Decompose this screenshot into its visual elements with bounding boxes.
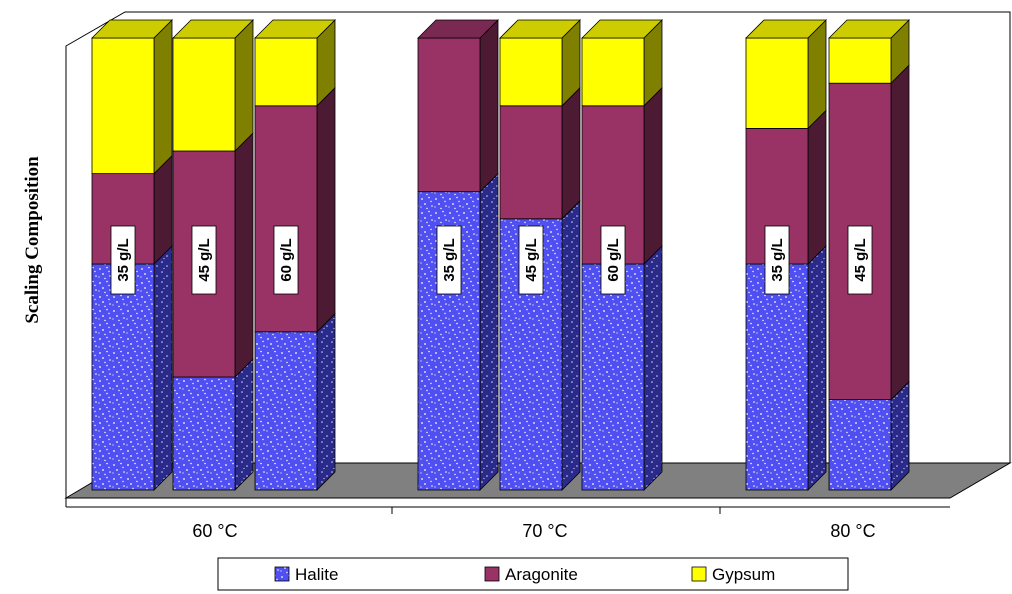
bar-70C-45: 45 g/L — [499, 19, 581, 491]
y-axis-label: Scaling Composition — [22, 156, 43, 324]
bar-top-gypsum — [254, 19, 336, 39]
bar-segment-halite-side — [643, 245, 663, 491]
bar-segment-aragonite-side — [153, 154, 173, 265]
bar-segment-aragonite-side — [316, 86, 336, 333]
bar-segment-gypsum-side — [234, 19, 254, 152]
legend-swatch-aragonite — [484, 566, 500, 582]
bar-segment-halite-side — [561, 199, 581, 491]
bar-segment-halite — [172, 376, 236, 491]
bar-segment-gypsum — [581, 37, 645, 107]
bar-segment-gypsum — [172, 37, 236, 152]
bar-segment-gypsum — [254, 37, 318, 107]
bar-segment-halite-side — [153, 245, 173, 491]
bar-top-gypsum — [745, 19, 827, 39]
bar-label: 60 g/L — [605, 238, 622, 281]
x-tick-label-80: 80 °C — [830, 521, 875, 541]
bar-top-gypsum — [91, 19, 173, 39]
bar-segment-halite-side — [890, 380, 910, 491]
bar-60C-60: 60 g/L — [254, 19, 336, 491]
bar-top-gypsum — [499, 19, 581, 39]
legend-label-aragonite: Aragonite — [505, 565, 578, 584]
bar-segment-aragonite-side — [807, 109, 827, 265]
bar-label: 35 g/L — [769, 238, 786, 281]
bar-label: 60 g/L — [278, 238, 295, 281]
bar-60C-35: 35 g/L — [91, 19, 173, 491]
bar-segment-aragonite — [499, 105, 563, 220]
bar-segment-halite-side — [479, 172, 499, 491]
bar-segment-aragonite — [254, 105, 318, 333]
bar-label: 45 g/L — [523, 238, 540, 281]
legend: Halite Aragonite Gypsum — [217, 557, 849, 591]
bar-label-box — [600, 225, 626, 295]
legend-label-gypsum: Gypsum — [712, 565, 775, 584]
bar-segment-halite-side — [234, 358, 254, 491]
bar-segment-halite-side — [807, 245, 827, 491]
bar-60C-45: 45 g/L — [172, 19, 254, 491]
bar-label-box — [436, 225, 462, 295]
bar-segment-gypsum — [91, 37, 155, 175]
bar-segment-aragonite-side — [234, 132, 254, 378]
bar-segment-halite — [581, 263, 645, 491]
bar-label: 35 g/L — [115, 238, 132, 281]
bar-segment-halite-side — [316, 312, 336, 491]
bar-label-box — [191, 225, 217, 295]
bar-label-box — [110, 225, 136, 295]
bar-segment-gypsum — [499, 37, 563, 107]
bar-segment-gypsum — [745, 37, 809, 129]
bar-top-aragonite — [417, 19, 499, 39]
bar-top-gypsum — [581, 19, 663, 39]
legend-swatch-gypsum — [691, 566, 707, 582]
bar-segment-halite — [254, 331, 318, 491]
bar-segment-gypsum-side — [807, 19, 827, 130]
legend-box — [217, 557, 849, 591]
bar-label-box — [273, 225, 299, 295]
bar-segment-halite — [91, 263, 155, 491]
bar-70C-60: 60 g/L — [581, 19, 663, 491]
bar-segment-halite — [745, 263, 809, 491]
bar-label-box — [518, 225, 544, 295]
bar-70C-35: 35 g/L — [417, 19, 499, 491]
bar-80C-35: 35 g/L — [745, 19, 827, 491]
bar-80C-45: 45 g/L — [828, 19, 910, 491]
bar-segment-aragonite-side — [561, 86, 581, 220]
bar-segment-aragonite-side — [890, 64, 910, 401]
bar-segment-aragonite — [417, 37, 481, 193]
bar-top-gypsum — [828, 19, 910, 39]
bar-label: 35 g/L — [441, 238, 458, 281]
bar-label-box — [764, 225, 790, 295]
bar-top-gypsum — [172, 19, 254, 39]
bar-segment-gypsum — [828, 37, 892, 84]
legend-label-halite: Halite — [295, 565, 338, 584]
bar-segment-gypsum-side — [153, 19, 173, 175]
bars-layer: 35 g/L 45 g/L 60 g/L 35 g/L 45 g/L 60 g/L 35 g… — [91, 19, 910, 491]
x-tick-label-70: 70 °C — [522, 521, 567, 541]
bar-label: 45 g/L — [852, 238, 869, 281]
bar-label-box — [847, 225, 873, 295]
bar-segment-aragonite-side — [643, 86, 663, 265]
bar-label: 45 g/L — [196, 238, 213, 281]
bar-segment-aragonite-side — [479, 19, 499, 193]
legend-swatch-halite — [274, 566, 290, 582]
bar-segment-halite — [828, 399, 892, 491]
x-tick-label-60: 60 °C — [192, 521, 237, 541]
